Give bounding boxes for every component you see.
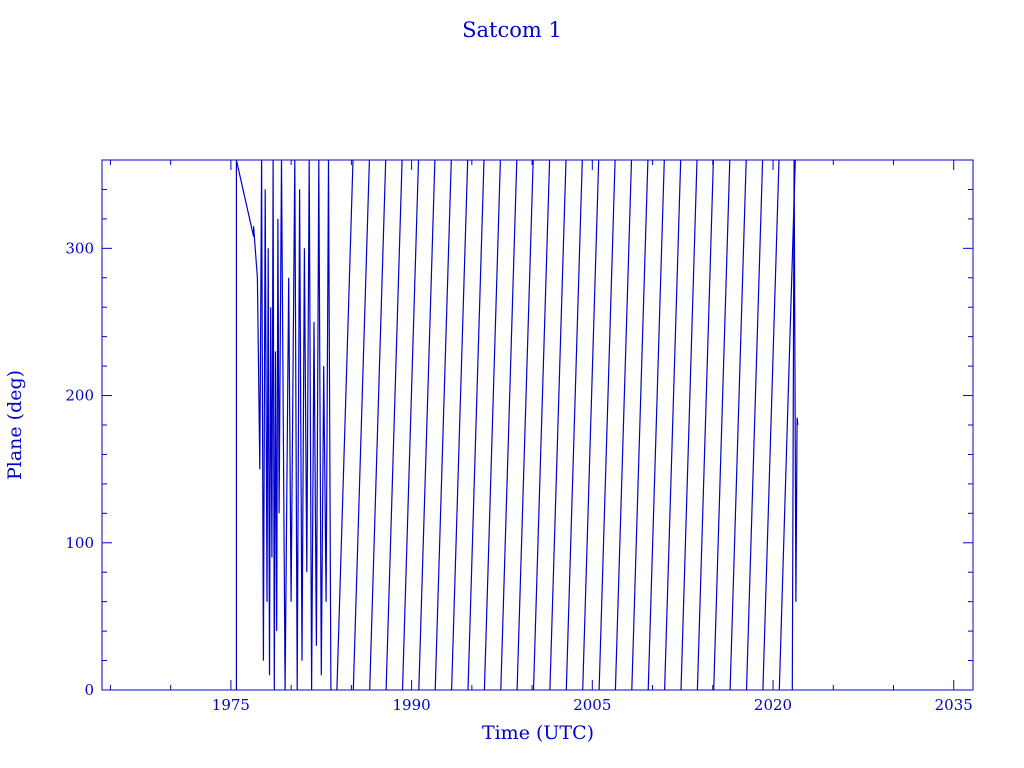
x-tick-label: 2005 [573, 696, 611, 714]
x-tick-label: 2035 [935, 696, 973, 714]
series-line-cycle [467, 159, 485, 691]
series-line-cycle [614, 159, 633, 691]
series-line-cycle [647, 159, 665, 691]
series-line-cycle [762, 159, 780, 691]
x-axis-label: Time (UTC) [482, 722, 594, 744]
series-line-cycle [434, 159, 452, 691]
series-line-cycle [532, 159, 551, 691]
series-line-cycle [598, 159, 616, 691]
series-line-cycle [352, 159, 370, 691]
series-line-cycle [483, 159, 501, 691]
x-tick-label: 1990 [393, 696, 431, 714]
y-axis-label: Plane (deg) [4, 370, 26, 480]
chart-title: Satcom 1 [462, 18, 562, 42]
series-line-cycle [336, 159, 354, 691]
x-tick-label: 1975 [212, 696, 250, 714]
x-tick-label: 2020 [754, 696, 792, 714]
series-line-cycle [664, 159, 682, 691]
series-line-cycle [369, 159, 387, 691]
series-line-early [235, 159, 332, 691]
series-line-cycle [418, 159, 436, 691]
series-line-cycle [565, 159, 583, 691]
y-tick-label: 300 [65, 239, 94, 257]
series-line-cycle [500, 159, 518, 691]
series-line-cycle [401, 159, 420, 691]
axis-ticks [102, 159, 973, 691]
y-tick-label: 100 [65, 534, 94, 552]
series-line-cycle [631, 159, 649, 691]
series-line-cycle [516, 159, 534, 691]
series-line-cycle [549, 159, 567, 691]
series-line-cycle [385, 159, 403, 691]
axis-tick-labels: 1975 1990 2005 2020 2035 0 100 200 300 [65, 239, 972, 714]
series-group [235, 159, 799, 691]
series-line-tail [791, 159, 799, 691]
series-line-cycle [745, 159, 764, 691]
series-line-cycle [778, 159, 796, 691]
series-line-cycle [696, 159, 714, 691]
series-line-cycle [451, 159, 469, 691]
y-tick-label: 0 [84, 681, 94, 699]
y-tick-label: 200 [65, 387, 94, 405]
series-line-cycle [680, 159, 698, 691]
series-line-cycle [582, 159, 600, 691]
series-line-cycle [713, 159, 731, 691]
plot-frame [101, 159, 974, 691]
series-line-cycle [729, 159, 747, 691]
